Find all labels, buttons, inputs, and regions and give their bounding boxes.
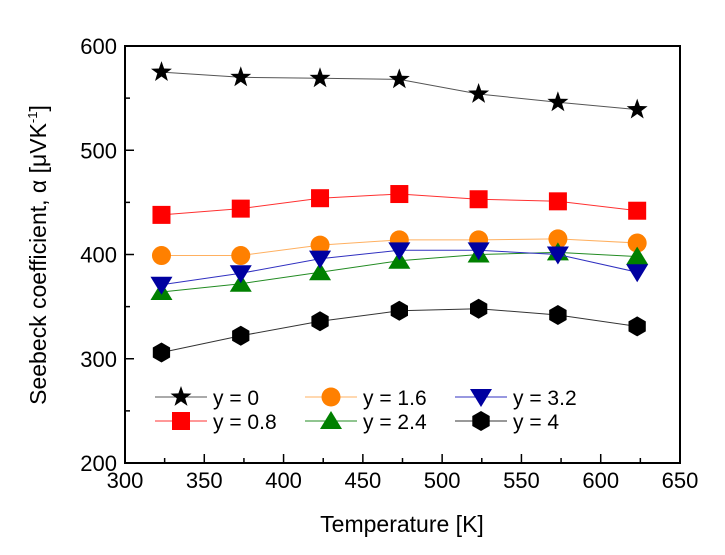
y-tick-label: 200 [80,451,117,476]
data-point [547,91,569,112]
data-point [152,205,171,224]
data-point [469,190,488,209]
data-point [309,67,331,88]
data-point [470,298,488,319]
data-point [309,250,332,269]
data-point [388,242,411,261]
data-point [467,242,490,261]
y-tick-label: 500 [80,138,117,163]
legend-label: y = 2.4 [363,411,427,434]
x-tick-label: 650 [662,468,699,493]
legend-marker-hexagon-icon [472,411,490,431]
data-point [548,229,568,249]
y-axis-title-main: Seebeck coefficient, α [μVK [25,122,51,404]
data-point [152,342,171,363]
y-tick-label: 600 [80,34,117,59]
legend-marker-star-icon [170,386,192,406]
legend-label: y = 1.6 [363,387,427,410]
x-tick-label: 450 [344,468,381,493]
legend-label: y = 0.8 [213,411,277,434]
y-axis-title-end: ] [25,105,51,111]
data-point [627,233,647,253]
data-point [626,98,648,119]
data-point [626,264,649,283]
legend-item: y = 3.2 [455,387,577,410]
data-point [311,189,330,208]
series-y-3-2 [150,242,649,295]
data-point [151,246,171,266]
x-tick-label: 550 [503,468,540,493]
series-y-4 [152,298,646,363]
y-axis-title-sup: -1 [25,111,40,123]
data-point [150,276,173,295]
x-tick-label: 500 [424,468,461,493]
data-point [468,83,490,103]
legend: y = 0 y = 1.6 y = 3.2 y = 0.8 y = 2.4 y = 4 [155,386,577,434]
legend-marker-square-icon [172,412,190,430]
data-point [231,199,250,218]
data-point [231,246,251,266]
legend-label: y = 3.2 [513,387,577,410]
data-point [151,61,172,81]
legend-item: y = 2.4 [305,411,427,434]
data-point [549,305,567,325]
series-y-1-6 [151,229,647,266]
legend-label: y = 0 [213,387,259,410]
series-group [150,61,649,363]
y-tick-label: 400 [80,243,117,268]
y-tick-label: 300 [80,347,117,372]
data-point [310,235,330,255]
data-point [546,246,569,265]
data-point [390,185,409,204]
data-point [311,311,329,332]
x-tick-label: 300 [107,468,144,493]
data-point [628,201,647,220]
series-y-0-8 [152,185,647,224]
legend-item: y = 0.8 [155,411,277,434]
legend-item: y = 0 [155,386,259,410]
x-tick-label: 350 [186,468,223,493]
data-point [230,66,252,87]
data-point [390,300,408,321]
data-point [548,192,567,211]
x-tick-label: 600 [582,468,619,493]
data-point [626,246,649,265]
legend-label: y = 4 [513,411,559,434]
data-point [628,316,646,337]
x-tick-label: 400 [265,468,302,493]
y-axis-title: Seebeck coefficient, α [μVK-1] [25,105,51,405]
data-point [229,265,252,284]
legend-marker-triangle-up-icon [320,411,342,429]
legend-marker-circle-icon [321,387,341,407]
legend-item: y = 1.6 [305,387,427,410]
data-point [232,325,250,346]
series-y-0 [151,61,648,119]
data-point [309,262,332,281]
legend-item: y = 4 [455,411,559,434]
legend-marker-triangle-down-icon [470,389,492,407]
x-axis-title: Temperature [K] [320,511,484,537]
data-point [388,68,410,89]
